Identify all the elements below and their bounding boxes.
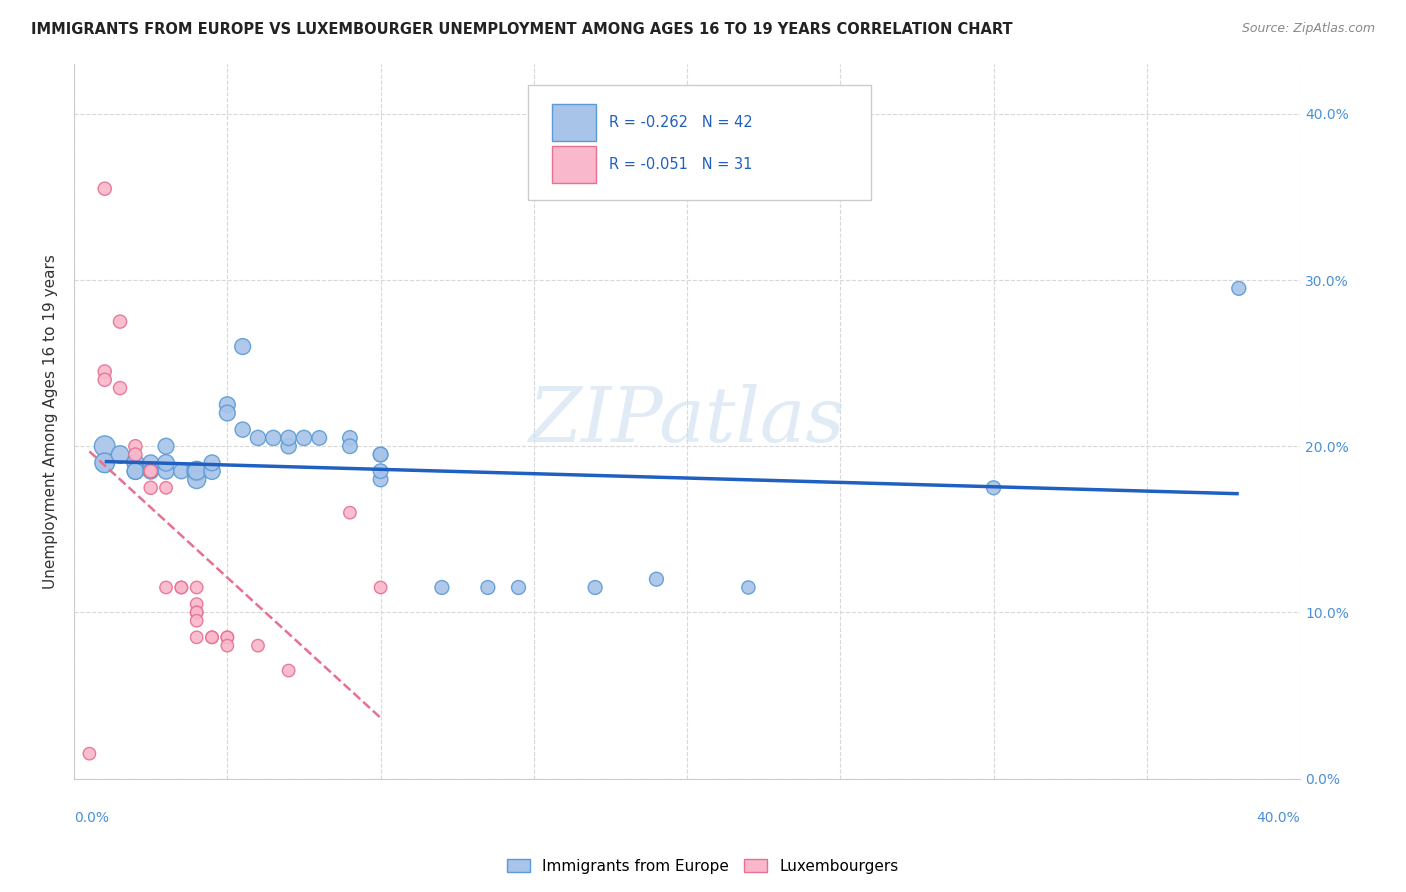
Point — [339, 439, 361, 453]
Text: Source: ZipAtlas.com: Source: ZipAtlas.com — [1241, 22, 1375, 36]
Point — [201, 630, 224, 644]
Point — [277, 431, 299, 445]
Point — [370, 581, 392, 595]
Point — [508, 581, 530, 595]
Point — [308, 431, 330, 445]
Text: R = -0.262   N = 42: R = -0.262 N = 42 — [609, 115, 752, 130]
Point — [201, 630, 224, 644]
Point — [583, 581, 606, 595]
Point — [370, 448, 392, 462]
Point — [93, 439, 115, 453]
Point — [139, 456, 162, 470]
Point — [983, 481, 1005, 495]
Point — [217, 398, 239, 412]
Point — [217, 639, 239, 653]
Point — [124, 464, 146, 478]
Point — [645, 572, 668, 586]
Point — [370, 448, 392, 462]
Point — [292, 431, 315, 445]
Legend: Immigrants from Europe, Luxembourgers: Immigrants from Europe, Luxembourgers — [501, 853, 905, 880]
Point — [186, 473, 208, 487]
Point — [186, 597, 208, 611]
Point — [170, 464, 193, 478]
Text: 0.0%: 0.0% — [75, 811, 110, 825]
Point — [186, 614, 208, 628]
Point — [246, 639, 269, 653]
Point — [93, 182, 115, 196]
Point — [108, 381, 131, 395]
Point — [155, 481, 177, 495]
Y-axis label: Unemployment Among Ages 16 to 19 years: Unemployment Among Ages 16 to 19 years — [44, 254, 58, 589]
Point — [201, 456, 224, 470]
Point — [339, 506, 361, 520]
Point — [232, 423, 254, 437]
Point — [186, 606, 208, 620]
Point — [186, 630, 208, 644]
Point — [186, 581, 208, 595]
Point — [124, 439, 146, 453]
Point — [93, 456, 115, 470]
Point — [124, 456, 146, 470]
Point — [170, 581, 193, 595]
Text: 40.0%: 40.0% — [1257, 811, 1301, 825]
Text: ZIPatlas: ZIPatlas — [529, 384, 845, 458]
Point — [170, 581, 193, 595]
Point — [108, 448, 131, 462]
Point — [262, 431, 284, 445]
Point — [124, 464, 146, 478]
Point — [139, 464, 162, 478]
Point — [370, 473, 392, 487]
Point — [186, 464, 208, 478]
Point — [139, 464, 162, 478]
FancyBboxPatch shape — [527, 86, 870, 200]
Point — [339, 431, 361, 445]
Point — [277, 439, 299, 453]
Point — [232, 339, 254, 353]
Point — [155, 581, 177, 595]
Point — [246, 431, 269, 445]
Point — [217, 406, 239, 420]
Point — [93, 456, 115, 470]
Point — [1227, 281, 1250, 295]
Point — [93, 364, 115, 378]
Point — [139, 464, 162, 478]
Point — [201, 464, 224, 478]
Point — [217, 630, 239, 644]
Text: IMMIGRANTS FROM EUROPE VS LUXEMBOURGER UNEMPLOYMENT AMONG AGES 16 TO 19 YEARS CO: IMMIGRANTS FROM EUROPE VS LUXEMBOURGER U… — [31, 22, 1012, 37]
Point — [477, 581, 499, 595]
Point — [186, 606, 208, 620]
Point — [108, 315, 131, 329]
Point — [93, 373, 115, 387]
FancyBboxPatch shape — [553, 104, 596, 141]
Point — [430, 581, 453, 595]
Point — [186, 464, 208, 478]
FancyBboxPatch shape — [553, 146, 596, 184]
Point — [370, 464, 392, 478]
Point — [124, 448, 146, 462]
Point — [155, 464, 177, 478]
Point — [139, 481, 162, 495]
Point — [155, 456, 177, 470]
Text: R = -0.051   N = 31: R = -0.051 N = 31 — [609, 157, 752, 172]
Point — [155, 439, 177, 453]
Point — [79, 747, 101, 761]
Point — [277, 664, 299, 678]
Point — [139, 464, 162, 478]
Point — [737, 581, 759, 595]
Point — [217, 630, 239, 644]
